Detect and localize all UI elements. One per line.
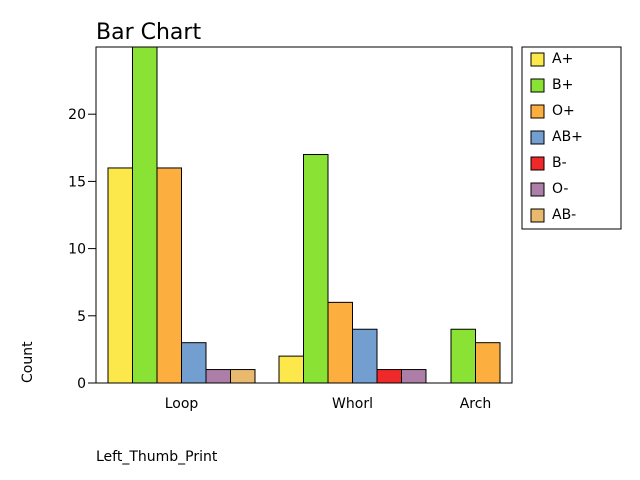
y-tick-label: 0 [77,376,86,392]
legend-swatch [530,104,545,119]
bar-loop-bplus [132,46,158,384]
y-tick-label: 10 [68,242,86,258]
legend-label: O- [552,181,568,197]
bar-loop-abplus [181,342,207,384]
x-tick-label: Arch [460,396,492,412]
bar-loop-abminus [230,369,256,384]
x-axis-label: Left_Thumb_Print [96,449,218,465]
bar-loop-aplus [107,167,133,384]
bar-arch-bplus [450,328,476,384]
bar-arch-oplus [475,342,501,384]
legend-swatch [530,156,545,171]
bar-whorl-aplus [278,355,304,384]
legend-label: A+ [552,51,573,67]
bar-whorl-bminus [376,369,402,384]
y-tick-label: 20 [68,107,86,123]
legend-label: AB+ [552,129,583,145]
y-tick-label: 5 [77,309,86,325]
legend-label: B+ [552,77,573,93]
y-axis: 0 5 10 15 20 [68,107,96,392]
x-tick-label: Loop [165,396,199,412]
legend-swatch [530,182,545,197]
legend-swatch [530,52,545,67]
bar-whorl-oplus [327,301,353,384]
bar-whorl-ominus [401,369,427,384]
legend-label: O+ [552,103,575,119]
y-tick-label: 15 [68,174,86,190]
bar-whorl-bplus [303,154,329,384]
bars-group [107,46,501,384]
legend-label: AB- [552,207,576,223]
x-axis: Loop Whorl Arch [165,396,492,412]
legend: A+ B+ O+ AB+ B- O- AB- [521,46,622,230]
legend-swatch [530,78,545,93]
x-tick-label: Whorl [332,396,373,412]
bar-whorl-abplus [352,328,378,384]
legend-swatch [530,130,545,145]
y-axis-label: Count [20,341,36,383]
legend-swatch [530,208,545,223]
legend-label: B- [552,155,567,171]
bar-loop-oplus [156,167,182,384]
bar-loop-ominus [205,369,231,384]
chart-title: Bar Chart [96,20,201,45]
